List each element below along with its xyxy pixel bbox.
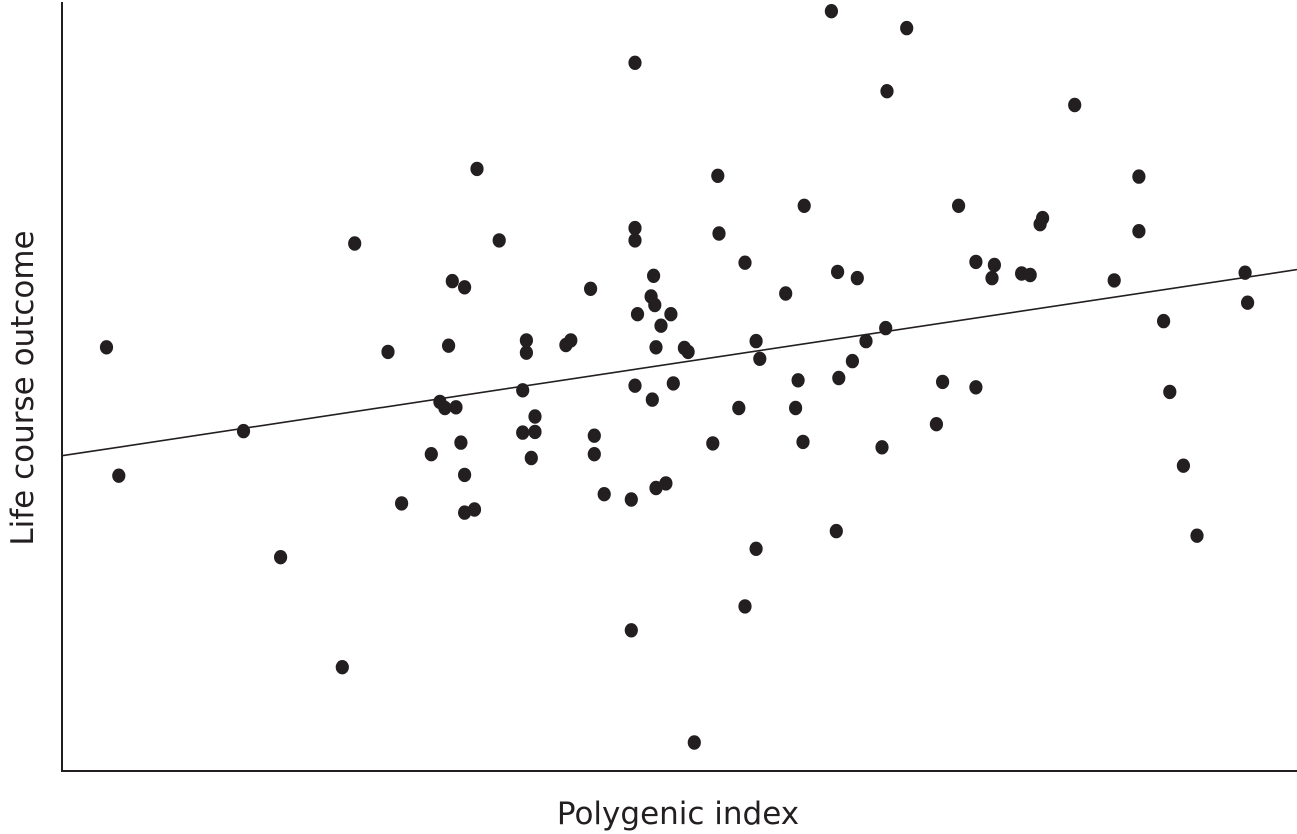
data-point — [516, 425, 530, 440]
trend-line — [61, 268, 1297, 457]
data-point — [789, 400, 803, 416]
data-point — [587, 428, 601, 443]
data-point — [880, 84, 894, 99]
data-point — [832, 370, 846, 386]
data-point — [850, 270, 864, 286]
data-point — [492, 233, 506, 248]
data-point — [564, 333, 578, 348]
data-point — [467, 502, 482, 517]
data-point — [664, 307, 678, 322]
data-point — [753, 351, 767, 366]
data-point — [649, 340, 663, 355]
data-point — [236, 423, 251, 439]
data-point — [666, 376, 680, 391]
data-point — [449, 400, 463, 415]
data-point — [454, 435, 468, 450]
data-point — [274, 550, 288, 565]
data-point — [1132, 224, 1146, 239]
data-point — [824, 4, 839, 19]
data-point — [519, 345, 534, 360]
data-point — [335, 660, 349, 675]
data-points — [99, 4, 1255, 750]
data-point — [749, 333, 763, 349]
data-point — [645, 392, 659, 407]
y-axis-title: Life course outcome — [5, 230, 41, 545]
data-point — [438, 400, 452, 416]
data-point — [442, 338, 456, 353]
data-point — [1157, 313, 1171, 329]
data-point — [969, 254, 983, 270]
data-point — [712, 226, 726, 241]
data-point — [829, 523, 843, 539]
data-point — [628, 55, 642, 70]
data-point — [458, 505, 472, 520]
data-point — [1023, 267, 1037, 283]
data-point — [738, 255, 752, 270]
data-point — [1190, 528, 1204, 543]
data-point — [395, 496, 409, 511]
data-point — [424, 447, 438, 462]
data-point — [779, 286, 793, 301]
data-point — [587, 447, 601, 462]
data-point — [706, 436, 720, 451]
data-point — [628, 233, 642, 248]
data-point — [648, 297, 662, 313]
data-point — [681, 344, 695, 360]
data-point — [875, 440, 889, 455]
data-point — [628, 378, 642, 393]
data-point — [738, 599, 752, 614]
data-point — [528, 424, 542, 440]
data-point — [659, 476, 673, 491]
data-point — [654, 318, 668, 333]
data-point — [597, 487, 611, 502]
data-point — [458, 467, 472, 483]
data-point — [952, 198, 966, 213]
data-point — [1176, 458, 1190, 473]
data-point — [879, 320, 893, 336]
data-point — [1036, 210, 1050, 226]
data-point — [445, 273, 459, 289]
data-point — [630, 307, 645, 322]
x-axis-title: Polygenic index — [557, 796, 799, 832]
data-point — [1068, 97, 1082, 113]
data-point — [1132, 169, 1146, 184]
data-point — [929, 417, 944, 432]
data-point — [519, 333, 534, 348]
data-point — [470, 161, 484, 177]
data-point — [900, 20, 914, 36]
data-point — [845, 353, 860, 369]
data-point — [584, 281, 598, 296]
data-point — [112, 468, 126, 483]
data-point — [524, 450, 538, 466]
data-point — [985, 270, 999, 286]
data-point — [624, 623, 638, 638]
data-point — [348, 236, 362, 251]
data-point — [749, 541, 763, 556]
data-point — [458, 280, 472, 295]
data-point — [987, 257, 1002, 273]
data-point — [732, 400, 746, 416]
data-point — [1241, 295, 1255, 310]
data-point — [624, 492, 638, 507]
data-point — [831, 264, 845, 280]
data-point — [687, 735, 701, 750]
data-point — [1107, 273, 1121, 288]
data-point — [1163, 384, 1177, 400]
data-point — [797, 198, 811, 213]
data-point — [936, 374, 950, 390]
data-point — [859, 333, 873, 349]
data-point — [711, 168, 725, 183]
data-point — [528, 409, 542, 424]
data-point — [647, 268, 661, 283]
data-point — [381, 344, 395, 360]
data-point — [649, 480, 663, 496]
data-point — [99, 340, 114, 355]
data-point — [969, 380, 983, 395]
data-point — [791, 373, 805, 388]
data-point — [796, 434, 810, 450]
data-point — [628, 220, 642, 236]
